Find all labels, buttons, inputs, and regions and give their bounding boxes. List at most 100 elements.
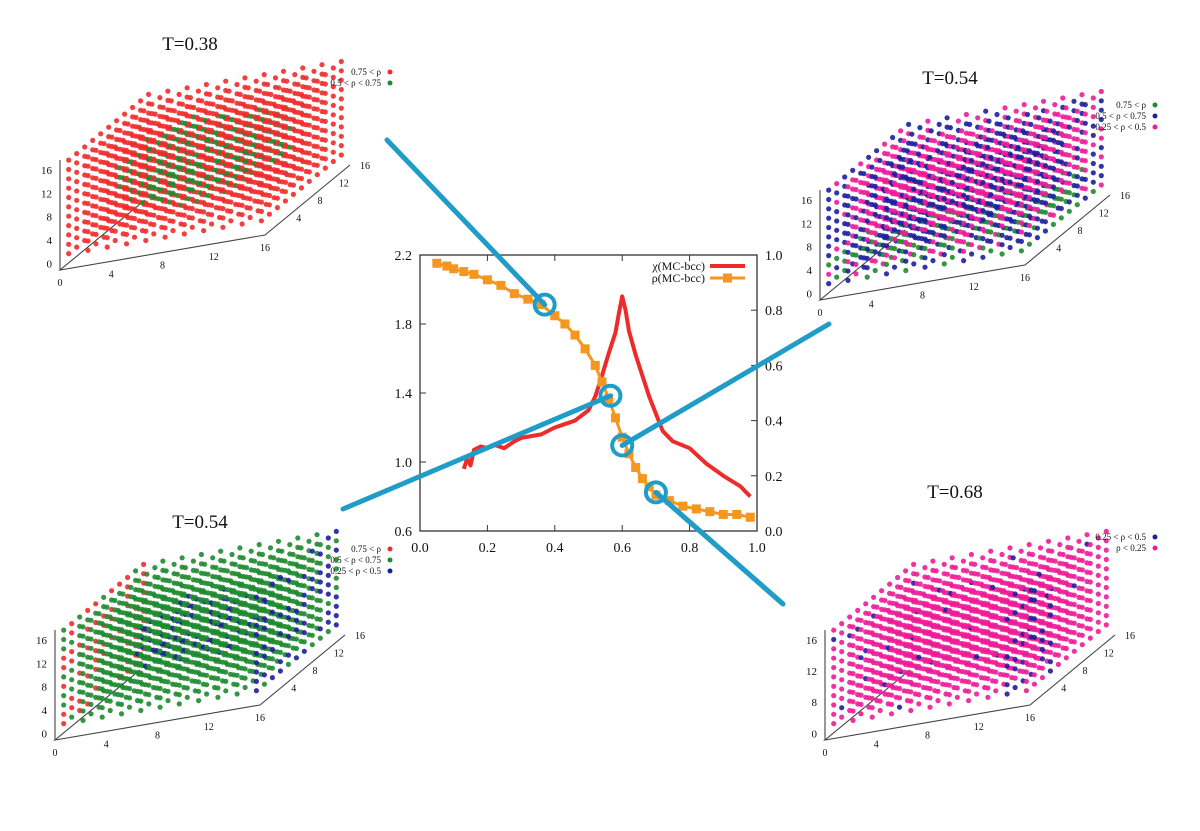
lattice-point: [104, 225, 110, 231]
lattice-point: [228, 124, 234, 130]
lattice-point: [85, 607, 91, 614]
lattice-point: [261, 662, 267, 669]
inset-z-tick: 0: [812, 728, 818, 740]
lattice-point: [1098, 173, 1104, 179]
lattice-point: [195, 88, 201, 94]
lattice-point: [1098, 135, 1104, 141]
lattice-point: [239, 212, 245, 218]
lattice-point: [88, 617, 94, 623]
lattice-point: [209, 212, 215, 218]
lattice-point: [1026, 176, 1032, 182]
lattice-point: [234, 626, 240, 632]
lattice-point: [947, 125, 954, 131]
lattice-point: [891, 245, 898, 252]
lattice-point: [293, 636, 299, 642]
lattice-point: [202, 108, 208, 114]
lattice-point: [869, 164, 875, 170]
lattice-point: [325, 591, 331, 597]
lattice-point: [290, 117, 296, 123]
lattice-point: [242, 656, 248, 663]
lattice-point: [303, 75, 309, 81]
lattice-point: [266, 127, 272, 133]
lattice-point: [1090, 142, 1096, 148]
lattice-point: [826, 234, 832, 240]
lattice-point: [162, 234, 168, 240]
lattice-point: [883, 271, 890, 277]
lattice-point: [920, 591, 927, 597]
lattice-point: [277, 640, 283, 646]
lattice-point: [266, 211, 272, 217]
lattice-point: [1026, 213, 1032, 219]
lattice-point: [946, 151, 952, 157]
lattice-point: [1066, 152, 1072, 158]
lattice-point: [1066, 190, 1072, 196]
lattice-point: [1095, 619, 1101, 625]
lattice-point: [112, 237, 118, 244]
lattice-point: [999, 551, 1005, 558]
inset-z-tick: 4: [42, 705, 48, 717]
lattice-point: [930, 211, 936, 217]
lattice-point: [1082, 186, 1088, 192]
lattice-point: [903, 249, 909, 255]
lattice-point: [864, 209, 870, 215]
lattice-point: [1050, 165, 1056, 171]
lattice-point: [285, 624, 291, 630]
lattice-point: [944, 571, 951, 577]
inset-z-tick: 16: [801, 195, 813, 207]
lattice-point: [138, 670, 144, 676]
lattice-point: [266, 136, 272, 142]
lattice-point: [147, 127, 154, 134]
lattice-point: [280, 68, 287, 74]
lattice-point: [204, 682, 210, 688]
lattice-point: [948, 581, 954, 587]
lattice-point: [202, 561, 208, 567]
inset-y-tick: 16: [360, 161, 370, 172]
lattice-point: [239, 174, 245, 180]
lattice-point: [143, 219, 149, 225]
lattice-point: [325, 628, 331, 635]
inset-z-tick: 8: [807, 242, 813, 254]
lattice-point: [165, 613, 171, 620]
lattice-point: [300, 65, 306, 71]
lattice-point: [898, 128, 904, 134]
lattice-point: [118, 664, 125, 670]
lattice-point: [269, 600, 275, 606]
lattice-point: [1098, 126, 1104, 132]
lattice-point: [61, 636, 67, 643]
lattice-point: [285, 661, 291, 668]
lattice-point: [306, 103, 312, 110]
inset-legend-marker: [387, 568, 393, 574]
lattice-point: [1042, 163, 1048, 169]
lattice-point: [90, 137, 96, 143]
lattice-point: [231, 588, 237, 594]
lattice-point: [1017, 574, 1023, 581]
lattice-point: [845, 249, 851, 255]
lattice-point: [221, 558, 227, 564]
lattice-point: [112, 191, 118, 197]
lattice-point: [1037, 545, 1044, 551]
inset-z-tick: 4: [807, 265, 813, 277]
lattice-point: [130, 104, 136, 111]
lattice-point: [235, 571, 242, 577]
lattice-point: [215, 85, 221, 91]
lattice-point: [985, 144, 991, 150]
lattice-point: [126, 685, 133, 692]
lattice-point: [123, 157, 130, 163]
lattice-point: [209, 221, 215, 227]
lattice-point: [125, 121, 131, 127]
lattice-point: [118, 617, 125, 623]
lattice-point: [228, 180, 234, 186]
lattice-point: [165, 641, 171, 648]
lattice-point: [277, 574, 283, 581]
lattice-point: [74, 151, 80, 157]
lattice-point: [196, 688, 202, 694]
lattice-point: [157, 611, 163, 617]
lattice-point: [282, 114, 288, 120]
lattice-point: [85, 247, 91, 253]
lattice-point: [298, 119, 304, 125]
lattice-point: [240, 101, 247, 107]
lattice-point: [88, 655, 94, 661]
lattice-point: [883, 187, 890, 193]
lattice-point: [258, 208, 264, 214]
lattice-point: [1042, 228, 1048, 234]
